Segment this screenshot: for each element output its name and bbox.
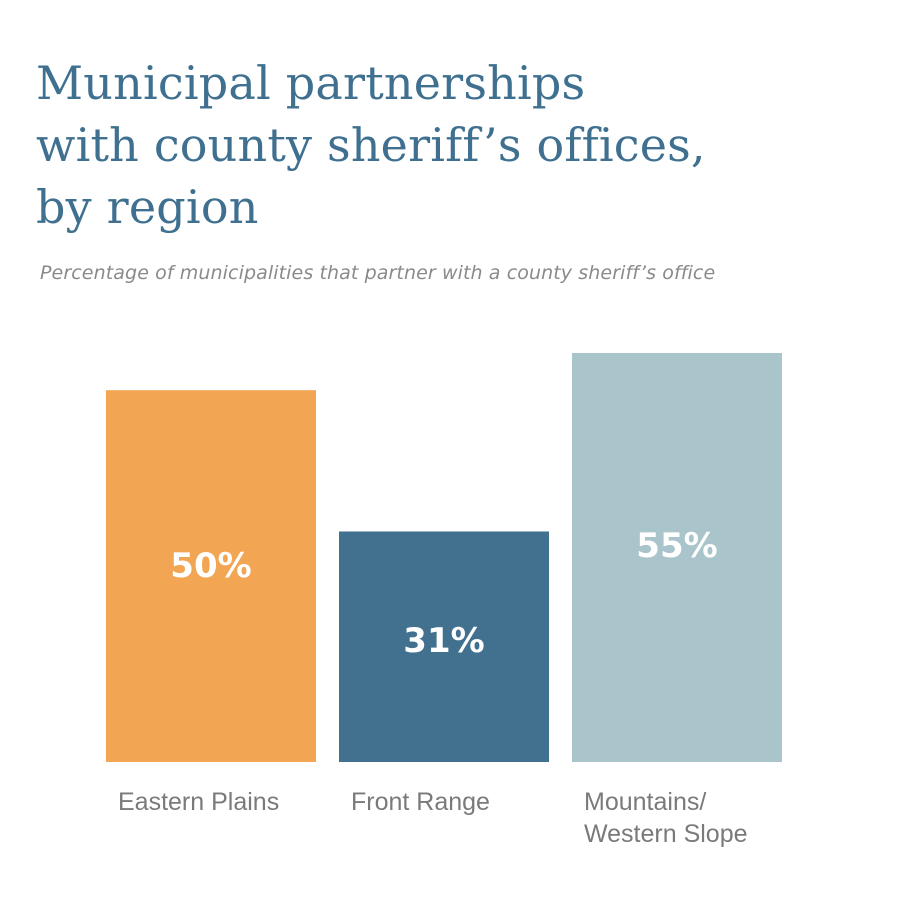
bar-value-label-0: 50% [170,546,251,586]
bar-value-label-2: 55% [636,526,717,566]
chart-title-line-1: Municipal partnerships [36,56,586,110]
category-label-2-line-1: Western Slope [584,820,748,848]
chart-subtitle: Percentage of municipalities that partne… [40,262,716,284]
chart-title-line-2: with county sheriff’s offices, [36,118,706,172]
chart-title: Municipal partnerships with county sheri… [36,52,876,238]
category-label-1-line-0: Front Range [351,788,490,816]
category-label-1: Front Range [351,788,490,816]
category-label-2: Mountains/Western Slope [584,788,748,848]
bar-0 [106,390,316,762]
category-label-0: Eastern Plains [118,788,279,816]
bar-1 [339,531,549,762]
bar-2 [572,353,782,762]
category-label-2-line-0: Mountains/ [584,788,706,816]
category-label-0-line-0: Eastern Plains [118,788,279,816]
chart-title-line-3: by region [36,180,259,234]
bar-value-label-1: 31% [403,621,484,661]
